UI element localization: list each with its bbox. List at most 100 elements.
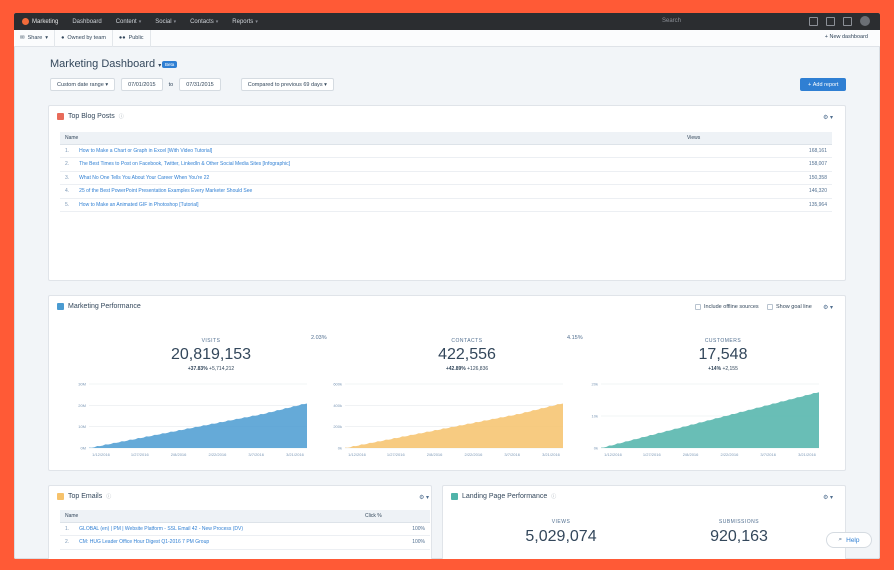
gear-icon[interactable]: ⚙ ▾ — [419, 495, 430, 501]
click-rate-value: 100% — [360, 522, 430, 536]
chevron-down-icon: ▾ — [255, 18, 258, 25]
emails-table: Name Click % 1. GLOBAL (en) | PM | Websit… — [60, 510, 430, 550]
info-icon[interactable]: ⓘ — [106, 494, 112, 500]
gear-icon[interactable]: ⚙ ▾ — [823, 305, 834, 311]
x-tick-label: 3/7/2016 — [248, 452, 264, 457]
brand-logo[interactable]: Marketing — [22, 18, 58, 25]
kpi-change: +14% +2,155 — [643, 366, 803, 372]
kpi-change: +42.89% +126,836 — [387, 366, 547, 372]
column-header-click[interactable]: Click % — [360, 510, 430, 523]
contact-to-customer-rate: 4.15% — [567, 335, 583, 341]
x-tick-label: 2/22/2016 — [209, 452, 228, 457]
compare-dropdown[interactable]: Compared to previous 69 days ▾ — [240, 78, 334, 91]
table-header-row: Name Views — [60, 132, 832, 145]
nav-reports[interactable]: Reports ▾ — [232, 18, 258, 25]
help-button[interactable]: ⌕ Help — [826, 532, 872, 548]
panel-title: Top Blog Posts ⓘ — [57, 113, 124, 120]
submissions-label: SUBMISSIONS — [718, 519, 760, 525]
nav-dashboard[interactable]: Dashboard — [72, 18, 102, 25]
kpi-value: 20,819,153 — [170, 346, 252, 363]
y-tick-label: 20k — [592, 382, 598, 387]
area-chart: 30M 20M 10M 0M 1/12/2016 1/27/2016 2/8/2016 2/2… — [78, 382, 308, 457]
chevron-down-icon: ▾ — [45, 35, 49, 41]
row-index: 4. — [60, 184, 75, 199]
page-title[interactable]: Marketing Dashboard ▾ — [50, 58, 162, 70]
kpi-change-percent: +37.83% — [187, 366, 208, 372]
y-tick-label: 400k — [333, 403, 342, 408]
add-report-button[interactable]: + Add report — [800, 78, 847, 91]
end-date-input[interactable]: 07/31/2015 — [179, 78, 221, 91]
email-link[interactable]: GLOBAL (en) | PM | Website Platform - SS… — [74, 522, 360, 536]
kpi-change-delta: +5,714,212 — [209, 366, 235, 372]
blog-post-link[interactable]: The Best Times to Post on Facebook, Twit… — [74, 157, 682, 172]
blog-post-link[interactable]: How to Make a Chart or Graph in Excel [W… — [74, 144, 682, 158]
nav-contacts[interactable]: Contacts ▾ — [190, 18, 219, 25]
beta-badge: Beta — [162, 61, 178, 68]
date-range-dropdown[interactable]: Custom date range ▾ — [50, 78, 116, 91]
table-row: 1. GLOBAL (en) | PM | Website Platform - … — [60, 522, 430, 536]
y-tick-label: 30M — [78, 382, 86, 387]
kpi-value: 422,556 — [438, 346, 496, 363]
info-icon[interactable]: ⓘ — [118, 114, 124, 120]
panel-title: Top Emails ⓘ — [57, 493, 111, 500]
kpi-change-delta: +126,836 — [467, 366, 489, 372]
blog-post-link[interactable]: 25 of the Best PowerPoint Presentation E… — [74, 184, 682, 199]
column-header-views[interactable]: Views — [682, 132, 832, 145]
info-icon[interactable]: ⓘ — [551, 494, 557, 500]
nav-content[interactable]: Content ▾ — [115, 18, 142, 25]
x-tick-label: 2/8/2016 — [427, 452, 443, 457]
views-value: 158,007 — [682, 157, 832, 172]
chevron-down-icon: ▾ — [158, 63, 162, 69]
blog-icon — [57, 113, 64, 120]
new-dashboard-button[interactable]: + New dashboard — [824, 34, 868, 40]
gear-icon[interactable]: ⚙ ▾ — [823, 115, 834, 121]
apps-icon[interactable] — [826, 16, 835, 26]
series-area[interactable] — [601, 392, 819, 448]
x-tick-label: 1/27/2016 — [131, 452, 150, 457]
start-date-input[interactable]: 07/01/2015 — [121, 78, 163, 91]
top-nav: Marketing Dashboard Content ▾ Social ▾ Con… — [14, 13, 880, 30]
y-tick-label: 600k — [333, 382, 342, 387]
blog-post-link[interactable]: What No One Tells You About Your Career … — [74, 171, 682, 185]
gear-icon[interactable]: ⚙ ▾ — [823, 495, 834, 501]
top-icons — [809, 16, 870, 26]
table-row: 2. CM: HUG Leader Office Hour Digest Q1-2… — [60, 535, 430, 550]
date-filters: Custom date range ▾ 07/01/2015 to 07/31/… — [50, 78, 334, 91]
include-offline-checkbox[interactable]: Include offline sources — [695, 304, 759, 310]
email-icon — [57, 493, 64, 500]
x-tick-label: 1/12/2016 — [92, 452, 111, 457]
users-icon: ●● — [118, 35, 126, 41]
kpi-change-percent: +42.89% — [445, 366, 466, 372]
nav-social[interactable]: Social ▾ — [155, 18, 177, 25]
avatar[interactable] — [860, 16, 870, 26]
kpi-label: VISITS — [201, 338, 221, 344]
owned-by-team-button[interactable]: ● Owned by team — [55, 29, 113, 47]
row-index: 1. — [60, 522, 75, 536]
views-value: 168,161 — [682, 144, 832, 158]
notifications-icon[interactable] — [843, 16, 852, 26]
table-row: 3. What No One Tells You About Your Caree… — [60, 171, 832, 185]
public-button[interactable]: ●● Public — [113, 29, 151, 47]
column-header-name[interactable]: Name — [60, 510, 360, 523]
x-tick-label: 2/22/2016 — [721, 452, 740, 457]
blog-posts-table: Name Views 1. How to Make a Chart or Grap… — [60, 132, 832, 212]
series-area[interactable] — [89, 403, 307, 448]
x-tick-label: 1/12/2016 — [604, 452, 623, 457]
column-header-name[interactable]: Name — [60, 132, 682, 145]
search-input[interactable]: Search — [662, 18, 682, 24]
y-tick-label: 0k — [594, 446, 598, 451]
series-area[interactable] — [345, 403, 563, 448]
views-value: 135,964 — [682, 198, 832, 212]
kpi-change-percent: +14% — [708, 366, 722, 372]
kpi-label: CUSTOMERS — [704, 338, 742, 344]
row-index: 5. — [60, 198, 75, 212]
y-tick-label: 0k — [338, 446, 342, 451]
y-tick-label: 200k — [333, 424, 342, 429]
chevron-down-icon: ▾ — [173, 18, 177, 25]
top-blog-posts-panel: Top Blog Posts ⓘ ⚙ ▾ Name Views 1. How to… — [48, 105, 846, 281]
share-button[interactable]: ✉ Share ▾ — [14, 29, 56, 47]
email-link[interactable]: CM: HUG Leader Office Hour Digest Q1-201… — [74, 535, 360, 550]
show-goal-line-checkbox[interactable]: Show goal line — [767, 304, 812, 310]
calendar-icon[interactable] — [809, 16, 818, 26]
blog-post-link[interactable]: How to Make an Animated GIF in Photoshop… — [74, 198, 682, 212]
